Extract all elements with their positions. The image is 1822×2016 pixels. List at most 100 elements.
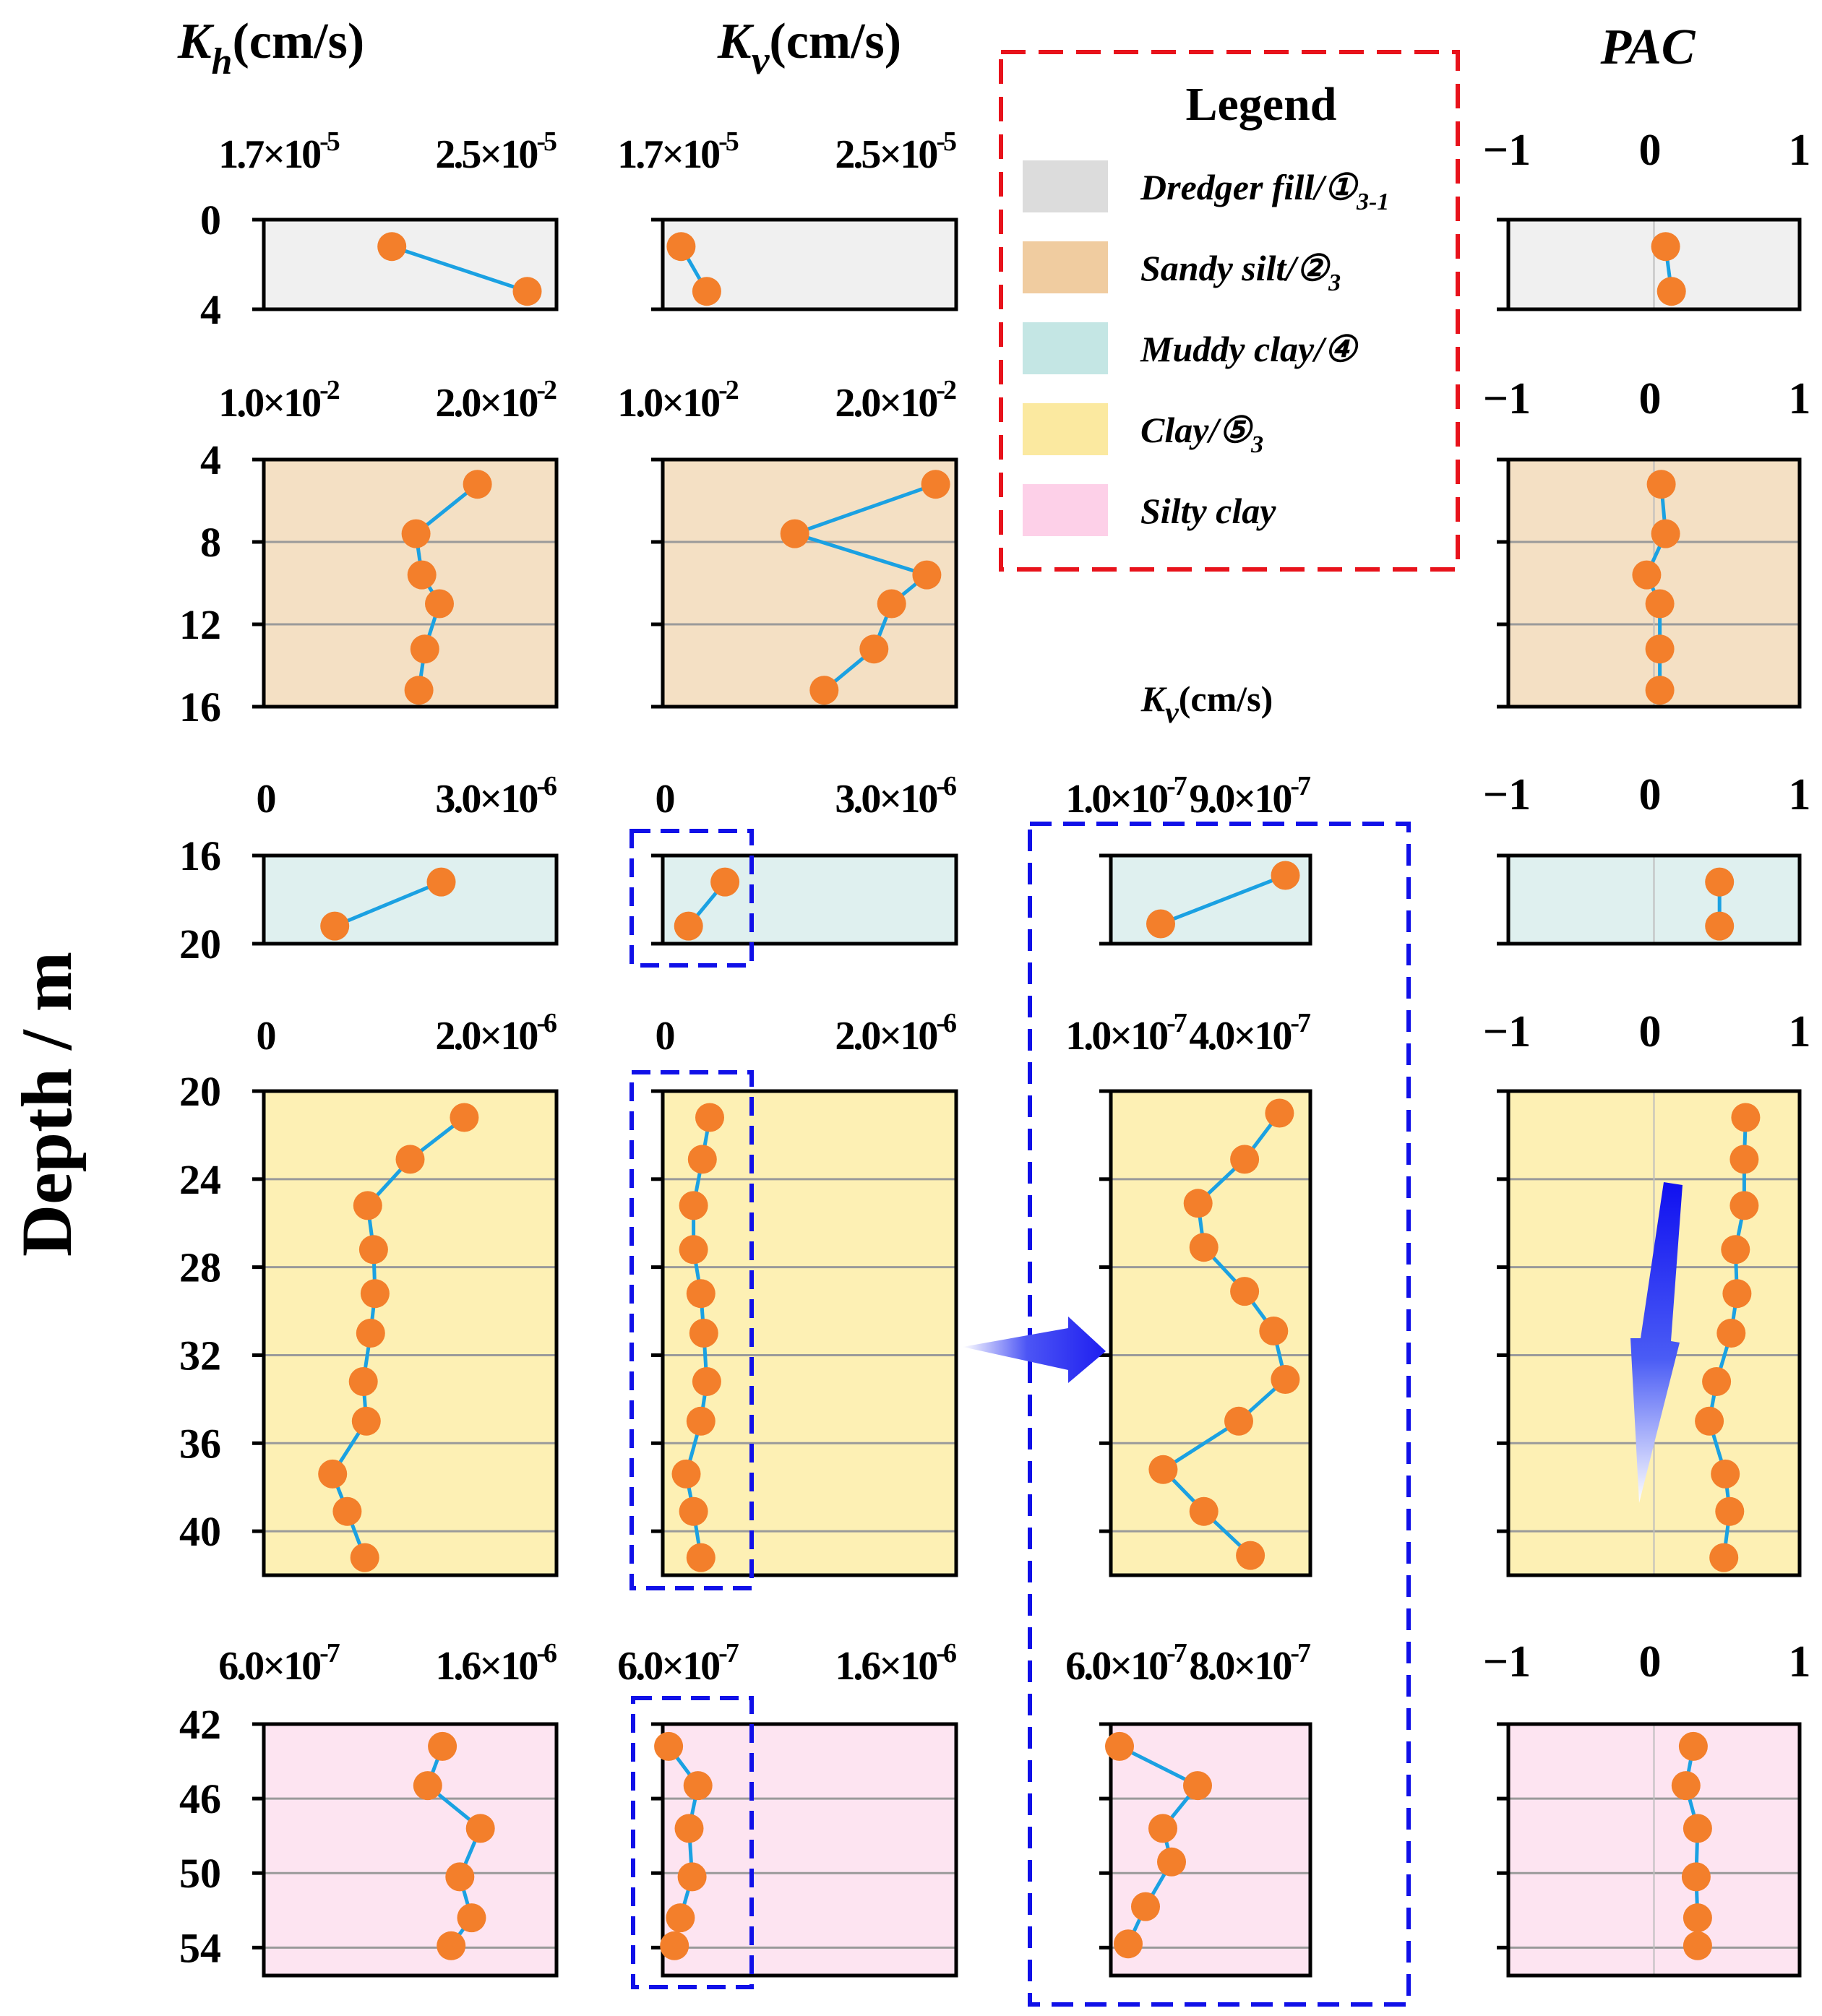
panel-frame xyxy=(1506,457,1802,709)
panel-frame xyxy=(1109,1722,1312,1978)
data-point xyxy=(686,1543,716,1572)
y-tick-label: 50 xyxy=(179,1850,221,1897)
data-point xyxy=(1683,1903,1712,1933)
data-point xyxy=(695,1103,724,1132)
panel-frame xyxy=(1109,853,1312,946)
x-tick-label: 0 xyxy=(656,777,674,822)
x-tick-label: 4.0×10-7 xyxy=(1189,1008,1311,1059)
panel-background xyxy=(663,1724,956,1976)
pac-column-title: PAC xyxy=(1600,20,1696,75)
panel-sandy-silt-pac: −1 0 1 xyxy=(1483,374,1811,709)
data-point xyxy=(677,1862,707,1892)
kv-highlight-muddy-clay xyxy=(629,829,754,968)
data-point xyxy=(358,1235,388,1265)
x-tick-label: 2.0×10-6 xyxy=(435,1008,557,1059)
data-point xyxy=(457,1903,486,1933)
x-tick-label: 1.0×10-7 xyxy=(1065,771,1187,822)
data-point xyxy=(1105,1731,1134,1761)
panel-clay-kv_zoom: 1.0×10-7 4.0×10-7 xyxy=(1065,1008,1313,1577)
x-tick-label: 1.0×10-2 xyxy=(617,375,739,426)
x-tick-label: 0 xyxy=(1639,770,1662,819)
panel-sandy-silt-kv: 1.0×10-2 2.0×10-2 xyxy=(617,375,958,709)
data-point xyxy=(1729,1145,1759,1174)
data-point xyxy=(410,634,439,664)
panel-background xyxy=(663,856,956,944)
panel-muddy-clay-kh: 16 20 0 3.0×10-6 xyxy=(179,771,559,968)
x-tick-label: 1.7×10-5 xyxy=(218,126,340,177)
data-point xyxy=(1716,1319,1746,1348)
x-tick-label: 8.0×10-7 xyxy=(1189,1638,1311,1689)
panel-frame xyxy=(661,457,958,709)
zoom-arrow xyxy=(963,1317,1106,1383)
y-tick-label: 16 xyxy=(179,684,221,731)
panel-silty-clay-kv: 6.0×10-7 1.6×10-6 xyxy=(617,1638,958,1978)
y-tick-label: 54 xyxy=(179,1924,221,1971)
y-tick-label: 40 xyxy=(179,1508,221,1555)
x-tick-label: 1 xyxy=(1789,770,1811,819)
data-point xyxy=(692,1367,721,1396)
panel-dredger-fill-kh: 0 4 1.7×10-5 2.5×10-5 xyxy=(200,126,559,333)
data-point xyxy=(1632,560,1662,590)
legend-title: Legend xyxy=(1185,78,1336,131)
kv-highlight-clay xyxy=(629,1070,754,1590)
x-tick-label: 2.5×10-5 xyxy=(835,126,956,177)
data-point xyxy=(679,1235,708,1265)
panel-muddy-clay-kv_zoom: 1.0×10-7 9.0×10-7 xyxy=(1065,771,1313,946)
x-tick-label: 2.0×10-2 xyxy=(835,375,956,426)
legend-swatch-0 xyxy=(1023,160,1108,212)
panel-frame xyxy=(661,1722,958,1978)
panel-frame xyxy=(661,217,958,311)
panel-dredger-fill-kv: 1.7×10-5 2.5×10-5 xyxy=(617,126,958,311)
panel-frame xyxy=(262,853,559,946)
data-point xyxy=(683,1771,713,1801)
pac-trend-arrow xyxy=(1630,1182,1683,1503)
data-point xyxy=(686,1406,716,1436)
data-point xyxy=(1183,1189,1213,1218)
data-point xyxy=(1189,1496,1219,1526)
x-tick-label: −1 xyxy=(1483,1637,1531,1687)
data-point xyxy=(1651,232,1680,262)
data-point xyxy=(1705,911,1735,941)
data-point xyxy=(780,519,809,548)
legend-label-3: Clay/⑤3 xyxy=(1140,410,1263,458)
data-point xyxy=(912,560,942,590)
data-point xyxy=(859,634,889,664)
kv-zoom-highlight xyxy=(1028,822,1411,2007)
data-point xyxy=(428,1731,457,1761)
data-point xyxy=(1715,1496,1745,1526)
data-point xyxy=(1683,1814,1712,1843)
y-axis-label: Depth / m xyxy=(7,952,87,1257)
x-tick-label: 1 xyxy=(1789,1637,1811,1687)
data-point xyxy=(689,1319,718,1348)
data-point xyxy=(404,676,434,705)
data-point xyxy=(1646,470,1676,499)
legend-swatch-1 xyxy=(1023,241,1108,293)
x-tick-label: 1.7×10-5 xyxy=(617,126,739,177)
y-tick-label: 32 xyxy=(179,1332,221,1379)
data-point xyxy=(437,1931,466,1960)
y-tick-label: 4 xyxy=(200,286,221,333)
data-point xyxy=(1645,676,1675,705)
data-point xyxy=(686,1279,716,1309)
data-point xyxy=(401,519,431,548)
data-point xyxy=(1671,1771,1701,1801)
x-tick-label: −1 xyxy=(1483,374,1531,423)
data-point xyxy=(1678,1731,1708,1761)
data-point xyxy=(1259,1317,1289,1345)
y-tick-label: 42 xyxy=(179,1701,221,1748)
data-point xyxy=(710,867,740,897)
y-tick-label: 20 xyxy=(179,1068,221,1115)
x-tick-label: −1 xyxy=(1483,770,1531,819)
series-line xyxy=(1160,874,1286,926)
x-tick-label: 3.0×10-6 xyxy=(435,771,557,822)
data-point xyxy=(465,1814,495,1843)
data-point xyxy=(674,911,703,941)
x-tick-label: 0 xyxy=(1639,374,1662,423)
legend-label-1: Sandy silt/②3 xyxy=(1140,248,1341,296)
x-tick-label: 1.0×10-2 xyxy=(218,375,340,426)
x-tick-label: 1.6×10-6 xyxy=(435,1638,557,1689)
series-line xyxy=(334,880,442,928)
x-tick-label: 6.0×10-7 xyxy=(1065,1638,1187,1689)
x-tick-label: 3.0×10-6 xyxy=(835,771,956,822)
